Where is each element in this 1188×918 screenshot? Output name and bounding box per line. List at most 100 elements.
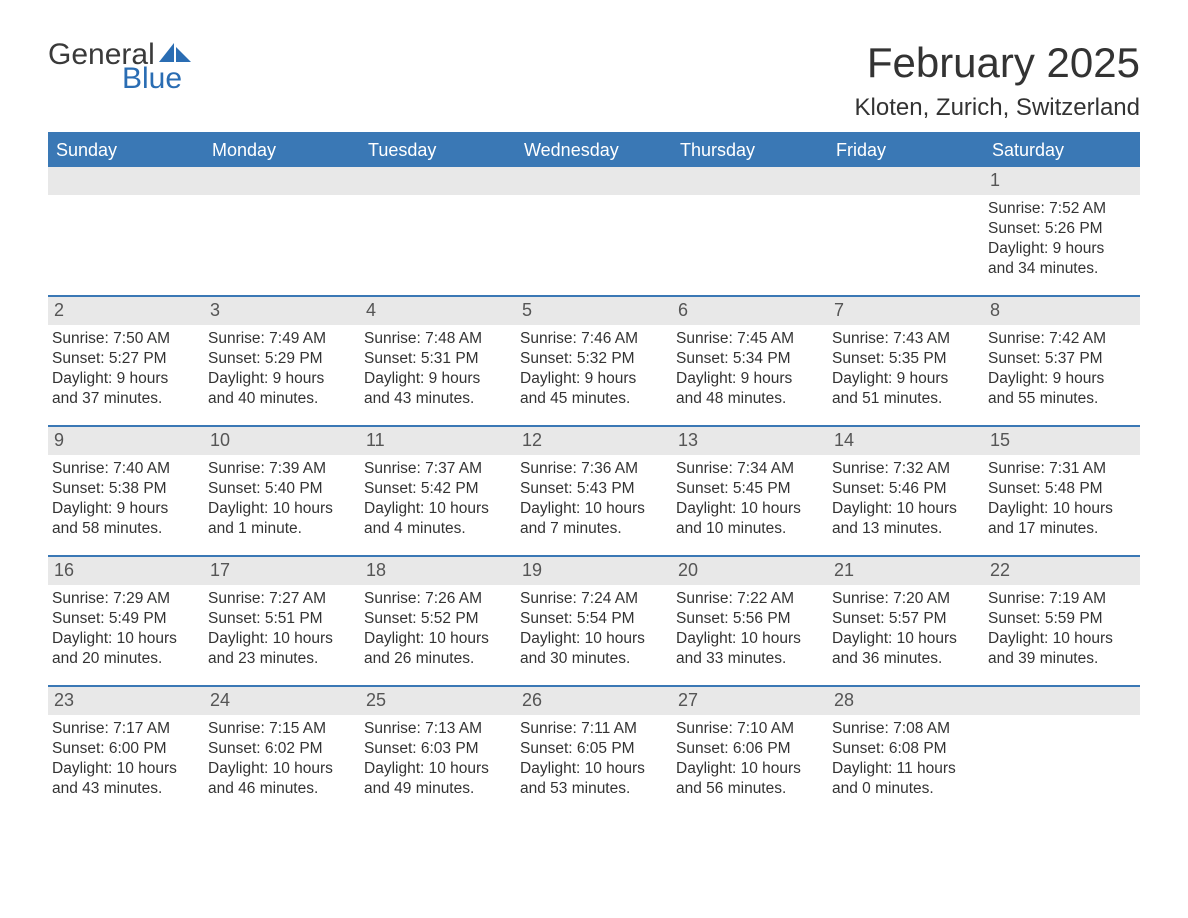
calendar-cell: 21Sunrise: 7:20 AMSunset: 5:57 PMDayligh… [828, 556, 984, 686]
logo-text-blue: Blue [122, 64, 182, 94]
sunrise-text: Sunrise: 7:24 AM [520, 589, 666, 609]
day-number: 17 [204, 557, 360, 584]
day-body-empty [984, 715, 1140, 803]
sunset-text: Sunset: 6:05 PM [520, 739, 666, 759]
calendar-cell: 23Sunrise: 7:17 AMSunset: 6:00 PMDayligh… [48, 686, 204, 815]
weekday-header: Sunday [48, 133, 204, 167]
sunset-text: Sunset: 5:43 PM [520, 479, 666, 499]
sunrise-text: Sunrise: 7:13 AM [364, 719, 510, 739]
calendar-cell: 14Sunrise: 7:32 AMSunset: 5:46 PMDayligh… [828, 426, 984, 556]
day-number: 1 [984, 167, 1140, 194]
day-number-empty [204, 167, 360, 194]
sunrise-text: Sunrise: 7:34 AM [676, 459, 822, 479]
day-number: 9 [48, 427, 204, 454]
daylight-text: Daylight: 11 hours and 0 minutes. [832, 759, 978, 799]
calendar-cell: 11Sunrise: 7:37 AMSunset: 5:42 PMDayligh… [360, 426, 516, 556]
daylight-text: Daylight: 10 hours and 33 minutes. [676, 629, 822, 669]
day-body: Sunrise: 7:10 AMSunset: 6:06 PMDaylight:… [672, 715, 828, 804]
header: General Blue February 2025 Kloten, Zuric… [48, 40, 1140, 122]
daylight-text: Daylight: 10 hours and 20 minutes. [52, 629, 198, 669]
calendar-table: Sunday Monday Tuesday Wednesday Thursday… [48, 132, 1140, 815]
calendar-cell: 26Sunrise: 7:11 AMSunset: 6:05 PMDayligh… [516, 686, 672, 815]
sunset-text: Sunset: 5:29 PM [208, 349, 354, 369]
weekday-header: Saturday [984, 133, 1140, 167]
calendar-cell: 2Sunrise: 7:50 AMSunset: 5:27 PMDaylight… [48, 296, 204, 426]
weekday-header: Thursday [672, 133, 828, 167]
calendar-page: General Blue February 2025 Kloten, Zuric… [0, 0, 1188, 918]
sunrise-text: Sunrise: 7:39 AM [208, 459, 354, 479]
calendar-cell: 12Sunrise: 7:36 AMSunset: 5:43 PMDayligh… [516, 426, 672, 556]
day-body: Sunrise: 7:36 AMSunset: 5:43 PMDaylight:… [516, 455, 672, 544]
day-body: Sunrise: 7:31 AMSunset: 5:48 PMDaylight:… [984, 455, 1140, 544]
day-number: 6 [672, 297, 828, 324]
day-body: Sunrise: 7:15 AMSunset: 6:02 PMDaylight:… [204, 715, 360, 804]
day-body: Sunrise: 7:46 AMSunset: 5:32 PMDaylight:… [516, 325, 672, 414]
day-number: 28 [828, 687, 984, 714]
sunrise-text: Sunrise: 7:48 AM [364, 329, 510, 349]
calendar-week-row: 1Sunrise: 7:52 AMSunset: 5:26 PMDaylight… [48, 167, 1140, 296]
sunrise-text: Sunrise: 7:26 AM [364, 589, 510, 609]
day-number-empty [48, 167, 204, 194]
day-body: Sunrise: 7:39 AMSunset: 5:40 PMDaylight:… [204, 455, 360, 544]
day-number: 19 [516, 557, 672, 584]
calendar-cell [360, 167, 516, 296]
calendar-week-row: 9Sunrise: 7:40 AMSunset: 5:38 PMDaylight… [48, 426, 1140, 556]
daylight-text: Daylight: 10 hours and 23 minutes. [208, 629, 354, 669]
sunset-text: Sunset: 5:46 PM [832, 479, 978, 499]
day-body: Sunrise: 7:34 AMSunset: 5:45 PMDaylight:… [672, 455, 828, 544]
daylight-text: Daylight: 9 hours and 43 minutes. [364, 369, 510, 409]
calendar-cell [516, 167, 672, 296]
day-body: Sunrise: 7:17 AMSunset: 6:00 PMDaylight:… [48, 715, 204, 804]
daylight-text: Daylight: 10 hours and 56 minutes. [676, 759, 822, 799]
day-body-empty [516, 195, 672, 283]
day-number: 10 [204, 427, 360, 454]
daylight-text: Daylight: 10 hours and 7 minutes. [520, 499, 666, 539]
calendar-cell: 25Sunrise: 7:13 AMSunset: 6:03 PMDayligh… [360, 686, 516, 815]
sunset-text: Sunset: 5:37 PM [988, 349, 1134, 369]
sunset-text: Sunset: 5:51 PM [208, 609, 354, 629]
day-body: Sunrise: 7:11 AMSunset: 6:05 PMDaylight:… [516, 715, 672, 804]
sunrise-text: Sunrise: 7:36 AM [520, 459, 666, 479]
sunrise-text: Sunrise: 7:45 AM [676, 329, 822, 349]
calendar-cell: 10Sunrise: 7:39 AMSunset: 5:40 PMDayligh… [204, 426, 360, 556]
weekday-header: Friday [828, 133, 984, 167]
day-body: Sunrise: 7:37 AMSunset: 5:42 PMDaylight:… [360, 455, 516, 544]
day-body: Sunrise: 7:50 AMSunset: 5:27 PMDaylight:… [48, 325, 204, 414]
day-number-empty [984, 687, 1140, 714]
day-body: Sunrise: 7:24 AMSunset: 5:54 PMDaylight:… [516, 585, 672, 674]
calendar-cell: 16Sunrise: 7:29 AMSunset: 5:49 PMDayligh… [48, 556, 204, 686]
weekday-header: Wednesday [516, 133, 672, 167]
daylight-text: Daylight: 10 hours and 53 minutes. [520, 759, 666, 799]
day-number: 2 [48, 297, 204, 324]
sunrise-text: Sunrise: 7:29 AM [52, 589, 198, 609]
calendar-cell: 13Sunrise: 7:34 AMSunset: 5:45 PMDayligh… [672, 426, 828, 556]
daylight-text: Daylight: 9 hours and 48 minutes. [676, 369, 822, 409]
calendar-cell: 15Sunrise: 7:31 AMSunset: 5:48 PMDayligh… [984, 426, 1140, 556]
sunrise-text: Sunrise: 7:20 AM [832, 589, 978, 609]
calendar-cell: 5Sunrise: 7:46 AMSunset: 5:32 PMDaylight… [516, 296, 672, 426]
sunrise-text: Sunrise: 7:49 AM [208, 329, 354, 349]
day-number: 22 [984, 557, 1140, 584]
weekday-header: Monday [204, 133, 360, 167]
day-number-empty [828, 167, 984, 194]
calendar-cell: 27Sunrise: 7:10 AMSunset: 6:06 PMDayligh… [672, 686, 828, 815]
sunset-text: Sunset: 5:34 PM [676, 349, 822, 369]
day-number-empty [516, 167, 672, 194]
sunrise-text: Sunrise: 7:37 AM [364, 459, 510, 479]
calendar-cell [828, 167, 984, 296]
day-body: Sunrise: 7:19 AMSunset: 5:59 PMDaylight:… [984, 585, 1140, 674]
day-body: Sunrise: 7:49 AMSunset: 5:29 PMDaylight:… [204, 325, 360, 414]
sunrise-text: Sunrise: 7:31 AM [988, 459, 1134, 479]
day-body-empty [204, 195, 360, 283]
day-number: 8 [984, 297, 1140, 324]
day-number: 13 [672, 427, 828, 454]
sunrise-text: Sunrise: 7:32 AM [832, 459, 978, 479]
sunrise-text: Sunrise: 7:11 AM [520, 719, 666, 739]
sunrise-text: Sunrise: 7:27 AM [208, 589, 354, 609]
calendar-cell [48, 167, 204, 296]
calendar-cell [984, 686, 1140, 815]
month-title: February 2025 [855, 40, 1140, 86]
day-number: 27 [672, 687, 828, 714]
sunset-text: Sunset: 5:27 PM [52, 349, 198, 369]
day-body: Sunrise: 7:32 AMSunset: 5:46 PMDaylight:… [828, 455, 984, 544]
